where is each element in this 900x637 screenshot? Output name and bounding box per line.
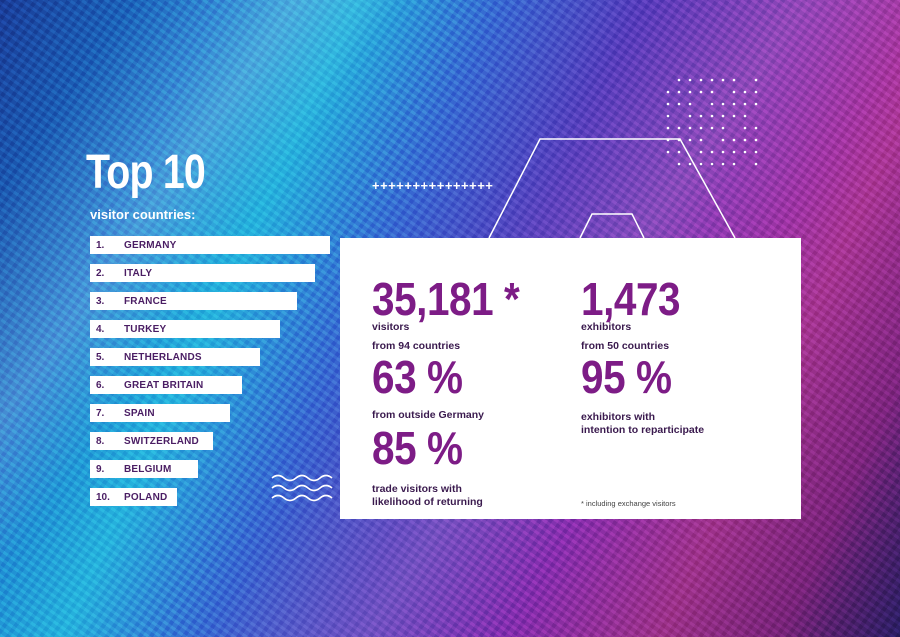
ranking-row: 9. BELGIUM: [90, 460, 198, 478]
returning-label-1: trade visitors with: [372, 483, 462, 495]
returning-label-2: likelihood of returning: [372, 496, 483, 508]
outside-germany-value: 63 %: [372, 351, 463, 403]
returning-value: 85 %: [372, 422, 463, 474]
page-subtitle: visitor countries:: [90, 207, 196, 222]
exhibitors-value: 1,473: [581, 273, 681, 325]
ranking-row: 6. GREAT BRITAIN: [90, 376, 242, 394]
ranking-row: 7. SPAIN: [90, 404, 230, 422]
exhibitors-countries: from 50 countries: [581, 340, 670, 352]
visitors-value: 35,181 *: [372, 273, 520, 325]
plus-row: +++++++++++++++: [372, 178, 494, 193]
stats-card: 35,181 * visitors from 94 countries 63 %…: [340, 238, 801, 519]
visitors-countries: from 94 countries: [372, 340, 461, 352]
ranking-row: 2. ITALY: [90, 264, 315, 282]
footnote: * including exchange visitors: [581, 499, 676, 508]
reparticipate-label-2: intention to reparticipate: [581, 424, 705, 436]
ranking-row: 10. POLAND: [90, 488, 177, 506]
ranking-row: 5. NETHERLANDS: [90, 348, 260, 366]
ranking-row: 1. GERMANY: [90, 236, 330, 254]
reparticipate-label-1: exhibitors with: [581, 411, 656, 423]
outside-germany-label: from outside Germany: [372, 409, 485, 421]
ranking-row: 4. TURKEY: [90, 320, 280, 338]
page-title: Top 10: [86, 146, 206, 199]
ranking-row: 8. SWITZERLAND: [90, 432, 213, 450]
exhibitors-label: exhibitors: [581, 321, 632, 333]
visitors-label: visitors: [372, 321, 410, 333]
ranking-row: 3. FRANCE: [90, 292, 297, 310]
reparticipate-value: 95 %: [581, 351, 672, 403]
